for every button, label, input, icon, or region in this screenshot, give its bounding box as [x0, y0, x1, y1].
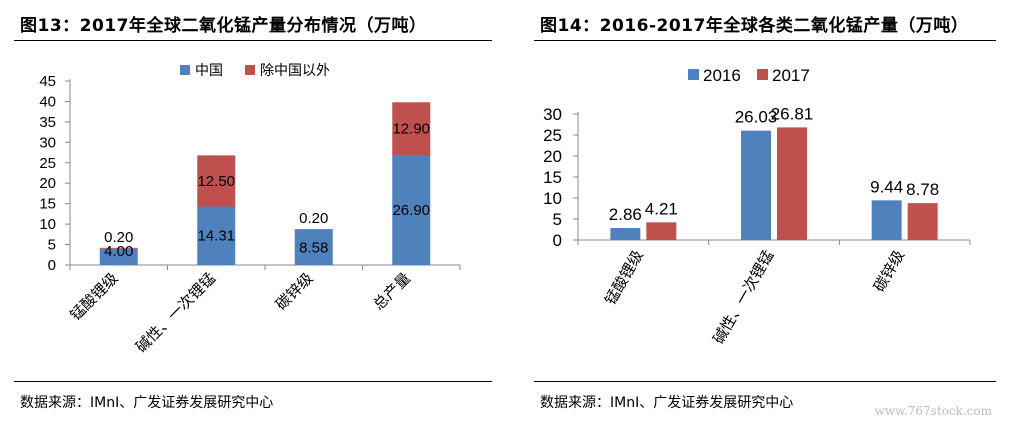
y-tick-label: 0: [553, 231, 562, 250]
bar-2016: [741, 130, 771, 240]
bar-2017: [907, 203, 938, 240]
figure-14-bottom-rule: [534, 381, 996, 382]
x-category-label: 锰酸锂级: [67, 270, 121, 324]
y-tick-label: 25: [543, 126, 562, 145]
x-category-label: 碱性、一次锂锰: [133, 270, 219, 356]
y-tick-label: 15: [543, 168, 562, 187]
y-tick-label: 10: [39, 216, 56, 233]
x-category-label: 碳锌级: [273, 270, 317, 314]
y-tick-label: 5: [553, 210, 562, 229]
y-tick-label: 30: [543, 105, 562, 124]
figure-13-title: 图13：2017年全球二氧化锰产量分布情况（万吨）: [20, 16, 427, 36]
y-tick-label: 5: [48, 237, 56, 254]
y-tick-label: 25: [39, 155, 56, 172]
legend-swatch-2016: [688, 69, 699, 80]
legend-label: 除中国以外: [260, 62, 330, 78]
figure-13-bottom-rule: [14, 381, 492, 382]
data-label: 26.90: [392, 202, 430, 219]
y-tick-label: 15: [39, 196, 56, 213]
bar-2016: [871, 200, 902, 240]
bar-china: [197, 206, 236, 265]
y-tick-label: 20: [39, 175, 56, 192]
data-label: 8.58: [299, 239, 328, 256]
data-label: 0.20: [299, 210, 328, 227]
legend-label: 中国: [195, 62, 223, 78]
y-tick-label: 10: [543, 189, 562, 208]
bar-2016: [610, 227, 641, 240]
legend-swatch-outside-china: [245, 65, 255, 75]
legend-label: 2017: [772, 66, 810, 85]
bar-2017: [777, 127, 807, 240]
bar-2017: [646, 222, 677, 240]
watermark: www.767stock.com: [874, 404, 992, 418]
y-tick-label: 35: [39, 114, 56, 131]
data-label: 26.03: [735, 108, 778, 127]
legend-label: 2016: [703, 66, 741, 85]
y-tick-label: 30: [39, 134, 56, 151]
y-tick-label: 45: [39, 73, 56, 90]
bar-china: [99, 248, 138, 265]
x-category-label: 碳锌级: [871, 248, 908, 295]
data-label: 4.00: [104, 243, 133, 260]
figure-13-top-rule: [14, 40, 492, 41]
figure-14-top-rule: [534, 40, 996, 41]
x-category-label: 碱性、一次锂锰: [710, 248, 777, 347]
data-label: 14.31: [197, 228, 235, 245]
bar-outside-china: [294, 229, 333, 230]
data-label: 8.78: [906, 180, 939, 199]
figure-14-panel: 图14：2016-2017年全球各类二氧化锰产量（万吨） 0 5 10 15 20 25 3…: [520, 0, 1010, 428]
figure-13-source: 数据来源：IMnI、广发证券发展研究中心: [20, 395, 274, 411]
data-label: 0.20: [104, 229, 133, 246]
bar-outside-china: [99, 247, 138, 249]
legend-swatch-2017: [757, 69, 768, 80]
bar-outside-china: [392, 102, 431, 156]
bar-china: [294, 229, 333, 265]
figure-14-source: 数据来源：IMnI、广发证券发展研究中心: [540, 395, 794, 411]
figure-13-panel: 图13：2017年全球二氧化锰产量分布情况（万吨） 0 5 10 15 20 25 30 35…: [0, 0, 500, 428]
y-tick-label: 0: [48, 257, 56, 274]
data-label: 9.44: [870, 177, 903, 196]
bar-outside-china: [197, 155, 236, 207]
data-label: 26.81: [771, 104, 814, 123]
data-label: 12.90: [392, 121, 430, 138]
y-tick-label: 20: [543, 147, 562, 166]
legend-swatch-china: [180, 65, 190, 75]
x-category-label: 锰酸锂级: [602, 248, 647, 308]
data-label: 2.86: [609, 205, 642, 224]
data-label: 4.21: [645, 199, 678, 218]
y-tick-label: 40: [39, 93, 56, 110]
x-category-label: 总产量: [370, 270, 414, 314]
figure-14-title: 图14：2016-2017年全球各类二氧化锰产量（万吨）: [540, 16, 969, 36]
data-label: 12.50: [197, 173, 235, 190]
bar-china: [392, 155, 431, 265]
figure-13-chart: 0510152025303540454.000.20锰酸锂级14.3112.50…: [39, 62, 461, 356]
